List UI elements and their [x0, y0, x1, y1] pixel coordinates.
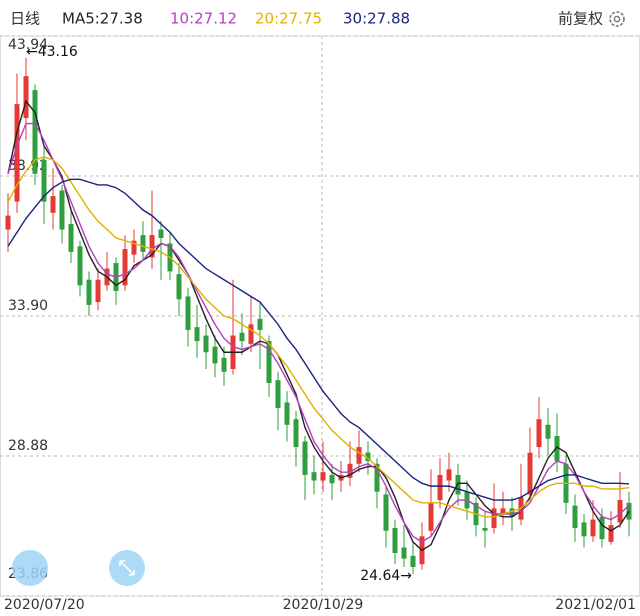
- candle-body: [608, 525, 614, 542]
- candle-body: [347, 463, 353, 478]
- candle-body: [482, 527, 488, 531]
- candle-body: [59, 190, 65, 230]
- candle-body: [617, 500, 623, 523]
- y-tick-label: 28.88: [8, 438, 48, 454]
- price-annotation: ←43.16: [26, 44, 78, 60]
- zoom-button[interactable]: [12, 550, 48, 586]
- ma-line: [7, 99, 630, 552]
- candle-body: [293, 419, 299, 448]
- candle-body: [23, 76, 29, 118]
- candle-body: [320, 472, 326, 481]
- candle-body: [599, 516, 605, 540]
- candle-body: [275, 380, 281, 409]
- candle-body: [491, 508, 497, 528]
- candle-body: [302, 441, 308, 475]
- candle-body: [185, 296, 191, 330]
- candle-body: [527, 452, 533, 495]
- candle-body: [590, 519, 596, 537]
- candle-body: [140, 235, 146, 252]
- candle-body: [212, 346, 218, 364]
- candle-body: [14, 104, 20, 202]
- candle-body: [410, 555, 416, 567]
- candle-body: [248, 324, 254, 344]
- candle-body: [86, 279, 92, 305]
- candle-body: [536, 419, 542, 448]
- legend-entry: 20:27.75: [255, 10, 322, 28]
- candle-body: [500, 508, 506, 515]
- candle-body: [131, 240, 137, 255]
- candle-body: [176, 274, 182, 300]
- candle-body: [149, 235, 155, 258]
- candle-body: [446, 469, 452, 481]
- candle-body: [194, 327, 200, 342]
- candle-body: [401, 547, 407, 559]
- candle-body: [374, 463, 380, 492]
- candle-body: [311, 472, 317, 481]
- candle-body: [554, 435, 560, 462]
- candle-body: [383, 494, 389, 531]
- candle-body: [509, 508, 515, 517]
- x-tick-label: 2020/07/20: [4, 597, 85, 613]
- candle-body: [329, 474, 335, 484]
- settings-icon[interactable]: [609, 11, 625, 27]
- candle-body: [545, 424, 551, 439]
- candle-body: [356, 447, 362, 464]
- candle-body: [32, 90, 38, 174]
- candle-body: [572, 505, 578, 528]
- candle-body: [41, 159, 47, 202]
- candle-body: [365, 452, 371, 462]
- candle-body: [257, 318, 263, 330]
- legend-entry: 30:27.88: [343, 10, 410, 28]
- x-tick-label: 2020/10/29: [283, 597, 364, 613]
- candle-body: [284, 402, 290, 425]
- candle-body: [158, 229, 164, 238]
- candle-body: [266, 341, 272, 383]
- candle-body: [392, 527, 398, 554]
- candle-body: [437, 474, 443, 501]
- ma-line: [7, 122, 630, 543]
- candle-body: [95, 279, 101, 303]
- candle-body: [581, 522, 587, 537]
- adjustment[interactable]: 前复权: [558, 10, 603, 28]
- candle-body: [5, 215, 11, 230]
- candle-body: [239, 332, 245, 342]
- y-tick-label: 43.94: [8, 37, 48, 53]
- y-tick-label: 33.90: [8, 298, 48, 314]
- candle-body: [77, 246, 83, 286]
- expand-button[interactable]: [109, 550, 145, 586]
- price-annotation: 24.64→: [360, 568, 412, 584]
- candle-body: [122, 249, 128, 286]
- legend-entry: 10:27.12: [170, 10, 237, 28]
- candle-body: [50, 196, 56, 213]
- period[interactable]: 日线: [10, 10, 40, 28]
- candle-body: [428, 502, 434, 531]
- legend-entry: MA5:27.38: [62, 10, 143, 28]
- x-tick-label: 2021/02/01: [555, 597, 636, 613]
- candle-body: [221, 357, 227, 372]
- ma-line: [7, 156, 630, 518]
- candle-body: [203, 335, 209, 353]
- ma-line: [7, 178, 630, 501]
- candle-body: [68, 223, 74, 252]
